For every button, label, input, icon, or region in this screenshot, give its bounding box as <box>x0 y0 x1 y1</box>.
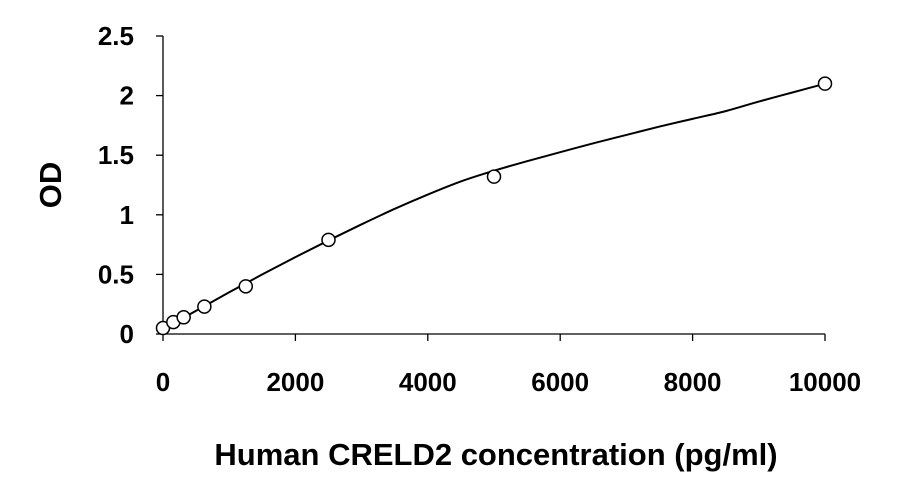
data-point <box>486 169 502 184</box>
y-tick-label: 0.5 <box>98 259 134 289</box>
x-tick-label: 8000 <box>664 367 722 397</box>
x-tick-label: 6000 <box>531 367 589 397</box>
data-point <box>321 232 336 248</box>
y-tick-label: 2 <box>120 81 134 111</box>
y-tick-label: 1.5 <box>98 140 134 170</box>
x-tick-label: 10000 <box>789 367 861 397</box>
x-axis-title: Human CRELD2 concentration (pg/ml) <box>214 437 777 472</box>
y-tick-label: 1 <box>120 200 134 230</box>
data-point <box>817 76 833 91</box>
y-tick-label: 0 <box>120 319 134 349</box>
x-tick-label: 4000 <box>399 367 457 397</box>
trendline <box>162 82 826 331</box>
data-point <box>197 299 212 314</box>
plot-area: 0 0.5 1 1.5 2 2.5 0 2000 4000 6000 8000 10000 <box>98 21 861 397</box>
data-point <box>238 279 253 294</box>
data-point <box>176 310 191 325</box>
y-axis-title: OD <box>33 162 68 209</box>
x-tick-label: 0 <box>156 367 170 397</box>
y-tick-label: 2.5 <box>98 21 134 51</box>
x-tick-label: 2000 <box>266 367 324 397</box>
